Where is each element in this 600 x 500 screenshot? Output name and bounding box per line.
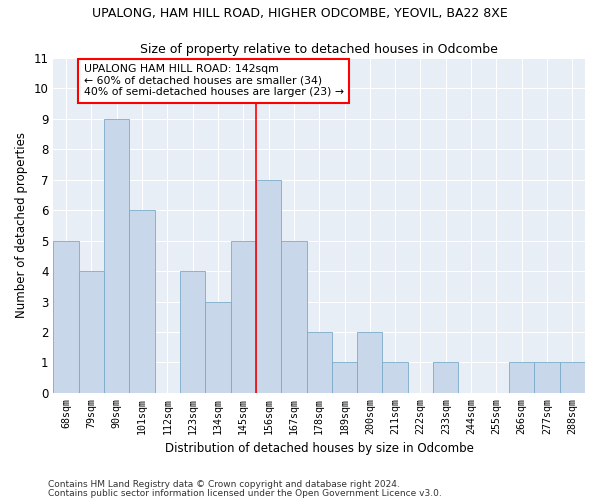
- Text: UPALONG, HAM HILL ROAD, HIGHER ODCOMBE, YEOVIL, BA22 8XE: UPALONG, HAM HILL ROAD, HIGHER ODCOMBE, …: [92, 8, 508, 20]
- Text: Contains HM Land Registry data © Crown copyright and database right 2024.: Contains HM Land Registry data © Crown c…: [48, 480, 400, 489]
- Bar: [382, 362, 408, 393]
- Bar: [332, 362, 357, 393]
- Y-axis label: Number of detached properties: Number of detached properties: [15, 132, 28, 318]
- Bar: [205, 302, 230, 393]
- Bar: [256, 180, 281, 393]
- Bar: [180, 271, 205, 393]
- X-axis label: Distribution of detached houses by size in Odcombe: Distribution of detached houses by size …: [165, 442, 473, 455]
- Text: UPALONG HAM HILL ROAD: 142sqm
← 60% of detached houses are smaller (34)
40% of s: UPALONG HAM HILL ROAD: 142sqm ← 60% of d…: [84, 64, 344, 98]
- Bar: [535, 362, 560, 393]
- Bar: [79, 271, 104, 393]
- Title: Size of property relative to detached houses in Odcombe: Size of property relative to detached ho…: [140, 42, 498, 56]
- Bar: [130, 210, 155, 393]
- Bar: [560, 362, 585, 393]
- Bar: [433, 362, 458, 393]
- Bar: [53, 240, 79, 393]
- Text: Contains public sector information licensed under the Open Government Licence v3: Contains public sector information licen…: [48, 488, 442, 498]
- Bar: [281, 240, 307, 393]
- Bar: [230, 240, 256, 393]
- Bar: [357, 332, 382, 393]
- Bar: [509, 362, 535, 393]
- Bar: [307, 332, 332, 393]
- Bar: [104, 119, 130, 393]
